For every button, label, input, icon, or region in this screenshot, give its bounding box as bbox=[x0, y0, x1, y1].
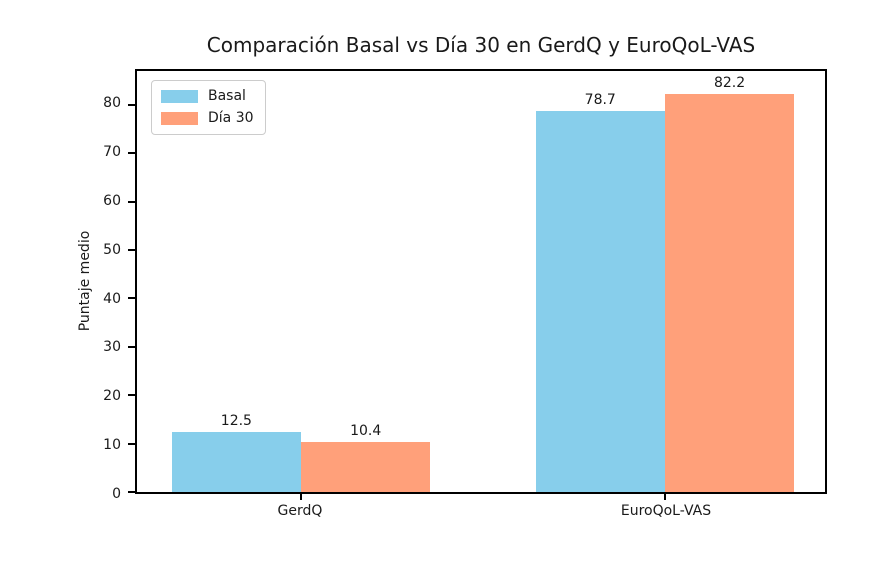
y-axis: 0 10 20 30 40 50 60 70 80 bbox=[0, 69, 121, 502]
legend-label-dia-30: Día 30 bbox=[208, 110, 254, 126]
y-tick-mark bbox=[128, 249, 135, 252]
y-tick-label: 70 bbox=[103, 144, 121, 161]
y-tick-label: 50 bbox=[103, 241, 121, 258]
legend-swatch-basal bbox=[161, 89, 198, 103]
y-tick-label: 80 bbox=[103, 95, 121, 112]
y-tick-mark bbox=[128, 442, 135, 445]
y-tick-label: 20 bbox=[103, 388, 121, 405]
y-tick-label: 40 bbox=[103, 290, 121, 307]
y-tick-label: 60 bbox=[103, 192, 121, 209]
y-tick-mark bbox=[128, 103, 135, 106]
bar-día-30-euroqol-vas bbox=[664, 94, 795, 492]
bar-value-label: 10.4 bbox=[350, 422, 382, 439]
legend-item-basal: Basal bbox=[161, 88, 254, 104]
y-tick-mark bbox=[128, 345, 135, 348]
bar-basal-euroqol-vas bbox=[535, 111, 665, 492]
x-tick-label-euroqol-vas: EuroQoL-VAS bbox=[620, 503, 712, 519]
bar-value-label: 78.7 bbox=[584, 92, 616, 109]
y-tick-mark bbox=[128, 297, 135, 300]
y-tick-mark bbox=[128, 152, 135, 155]
legend-swatch-dia-30 bbox=[161, 111, 198, 125]
legend: Basal Día 30 bbox=[151, 80, 266, 135]
x-tick-mark bbox=[663, 494, 666, 500]
bar-día-30-gerdq bbox=[301, 441, 431, 492]
y-tick-label: 0 bbox=[112, 486, 121, 502]
bar-value-label: 82.2 bbox=[713, 75, 746, 92]
y-tick-mark bbox=[128, 200, 135, 203]
y-tick-label: 10 bbox=[103, 437, 121, 454]
plot-area: Basal Día 30 12.5 78.7 10.4 82.2 bbox=[128, 69, 827, 500]
y-tick-mark bbox=[128, 394, 135, 397]
x-tick-mark bbox=[300, 494, 303, 500]
chart-title: Comparación Basal vs Día 30 en GerdQ y E… bbox=[206, 33, 756, 57]
bar-value-label: 12.5 bbox=[220, 412, 252, 429]
y-tick-mark bbox=[128, 491, 135, 493]
legend-label-basal: Basal bbox=[208, 88, 246, 104]
x-tick-label-gerdq: GerdQ bbox=[277, 503, 323, 519]
y-tick-label: 30 bbox=[103, 339, 121, 356]
legend-item-dia-30: Día 30 bbox=[161, 110, 254, 126]
bar-basal-gerdq bbox=[171, 431, 301, 492]
x-axis: GerdQ EuroQoL-VAS bbox=[135, 503, 827, 527]
